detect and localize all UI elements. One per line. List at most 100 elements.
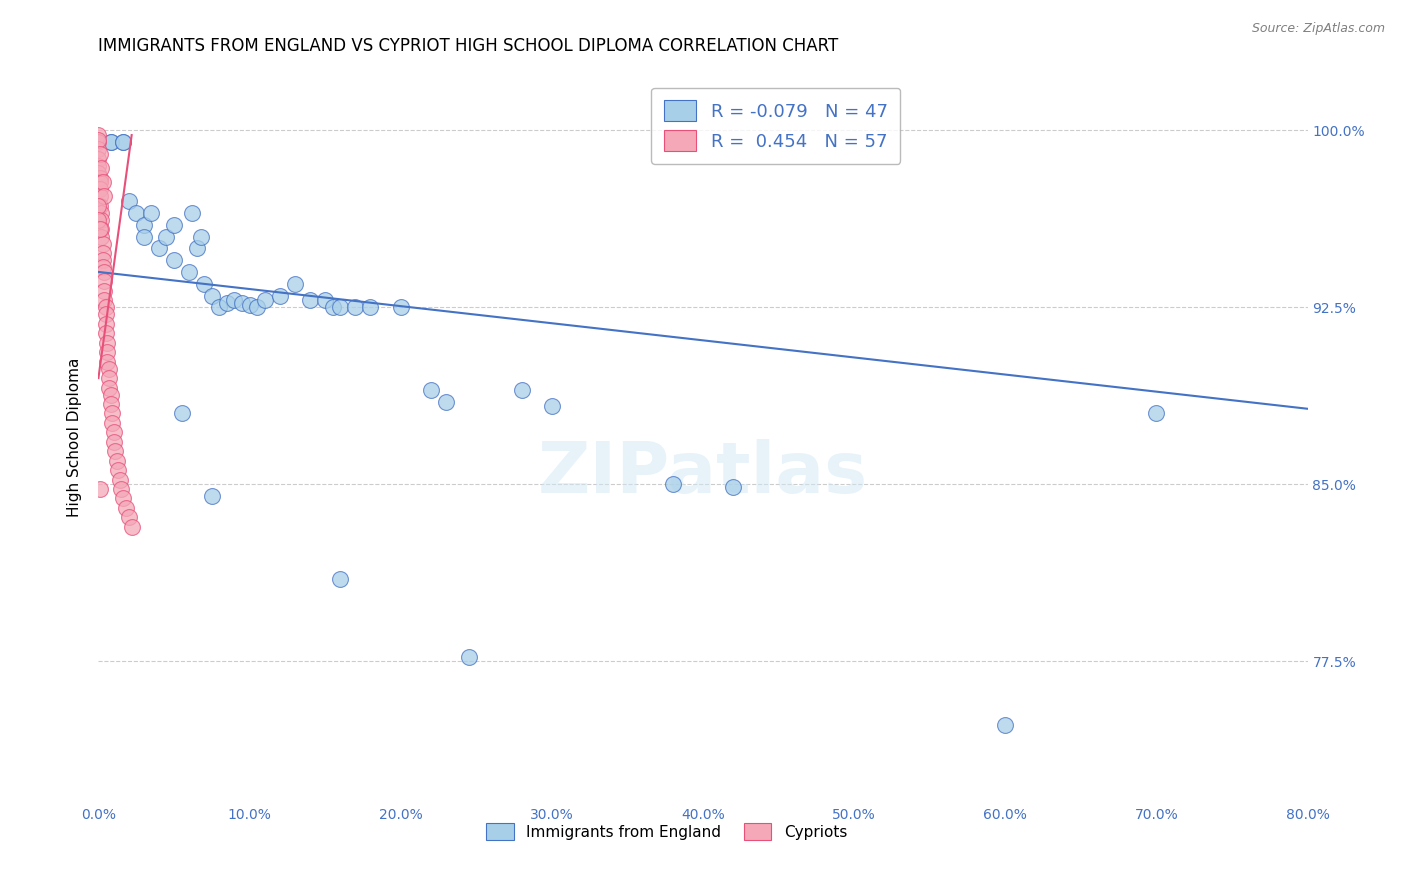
Point (193, 277, 215, 291)
Point (111, 135, 134, 149)
Point (90, 222, 112, 236)
Point (94, 326, 117, 341)
Point (87, 142, 110, 156)
Point (100, 135, 122, 149)
Point (434, 394, 457, 409)
Point (510, 383, 533, 397)
Point (93, 293, 115, 308)
Point (540, 400, 562, 414)
Point (360, 301, 382, 315)
Point (93, 284, 115, 298)
Point (420, 383, 443, 397)
Point (89, 482, 111, 496)
Point (231, 295, 253, 310)
Point (246, 301, 269, 315)
Point (1144, 407, 1167, 421)
Point (89, 199, 111, 213)
Point (269, 288, 291, 302)
Point (87, 199, 110, 213)
Point (322, 301, 344, 315)
Point (329, 572, 352, 586)
Point (89, 147, 111, 161)
Point (114, 500, 136, 515)
Point (994, 718, 1017, 732)
Y-axis label: High School Diploma: High School Diploma (67, 358, 83, 516)
Point (344, 301, 367, 315)
Point (89, 170, 111, 185)
Point (201, 288, 224, 302)
Point (91, 175, 114, 189)
Point (93, 189, 115, 203)
Point (148, 241, 170, 255)
Point (314, 293, 336, 308)
Point (87, 152, 110, 166)
Point (89, 189, 111, 203)
Point (103, 434, 125, 449)
Point (186, 241, 208, 255)
Point (723, 480, 745, 494)
Point (96, 345, 118, 359)
Point (100, 387, 122, 401)
Point (208, 301, 231, 315)
Point (87, 128, 110, 142)
Point (87, 135, 110, 149)
Point (91, 236, 114, 251)
Point (118, 194, 141, 208)
Point (90, 229, 112, 244)
Point (389, 301, 412, 315)
Point (215, 295, 238, 310)
Point (90, 206, 112, 220)
Point (299, 293, 322, 308)
Text: IMMIGRANTS FROM ENGLAND VS CYPRIOT HIGH SCHOOL DIPLOMA CORRELATION CHART: IMMIGRANTS FROM ENGLAND VS CYPRIOT HIGH … (98, 37, 838, 54)
Point (457, 649, 479, 664)
Point (98, 380, 121, 394)
Text: Source: ZipAtlas.com: Source: ZipAtlas.com (1251, 22, 1385, 36)
Point (224, 293, 246, 308)
Point (93, 265, 115, 279)
Point (253, 293, 276, 308)
Point (661, 477, 683, 491)
Point (87, 159, 110, 173)
Point (89, 182, 111, 196)
Point (91, 246, 114, 260)
Point (284, 277, 307, 291)
Point (108, 473, 131, 487)
Point (93, 274, 115, 288)
Point (329, 301, 352, 315)
Point (104, 444, 127, 458)
Point (91, 260, 114, 275)
Point (98, 371, 121, 385)
Point (179, 265, 201, 279)
Point (141, 206, 163, 220)
Legend: Immigrants from England, Cypriots: Immigrants from England, Cypriots (481, 816, 853, 847)
Point (90, 213, 112, 227)
Point (163, 218, 186, 232)
Point (94, 307, 117, 321)
Point (118, 510, 141, 524)
Point (90, 161, 112, 175)
Point (91, 253, 114, 268)
Point (105, 453, 128, 467)
Point (100, 135, 122, 149)
Point (181, 206, 204, 220)
Point (132, 218, 155, 232)
Point (101, 407, 124, 421)
Point (163, 253, 186, 268)
Point (107, 463, 129, 477)
Point (96, 335, 118, 350)
Point (190, 229, 212, 244)
Point (87, 133, 110, 147)
Point (170, 407, 193, 421)
Point (155, 229, 177, 244)
Point (111, 135, 134, 149)
Point (125, 206, 148, 220)
Point (94, 317, 117, 331)
Point (100, 397, 122, 411)
Point (96, 354, 118, 368)
Point (87, 166, 110, 180)
Point (132, 229, 155, 244)
Point (239, 298, 262, 312)
Point (98, 361, 121, 376)
Point (103, 425, 125, 440)
Point (89, 222, 111, 236)
